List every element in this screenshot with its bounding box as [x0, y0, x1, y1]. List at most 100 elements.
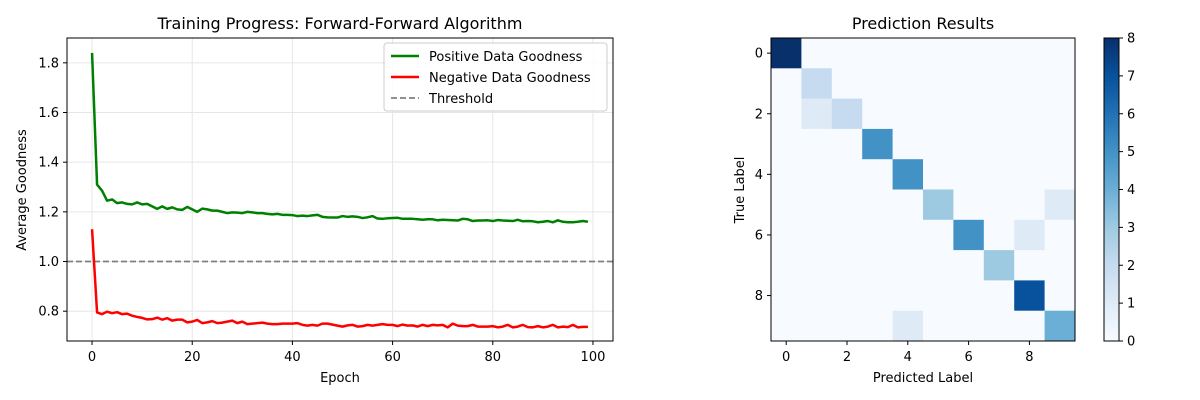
heatmap-cell [983, 68, 1015, 100]
heatmap-cell [771, 219, 802, 251]
x-tick-label: 80 [485, 350, 502, 365]
heatmap-cell [923, 98, 954, 130]
colorbar-tick-label: 8 [1127, 32, 1135, 47]
heatmap-cell [1014, 310, 1046, 342]
heatmap-cell [771, 128, 802, 160]
heatmap-cell [892, 159, 924, 190]
colorbar-tick-label: 2 [1127, 259, 1135, 274]
heatmap-y-tick-label: 8 [755, 289, 763, 304]
line-chart-frame [66, 37, 614, 342]
heatmap-cell [1014, 280, 1046, 312]
heatmap-cell [983, 310, 1015, 342]
heatmap-y-tick-label: 4 [755, 168, 763, 183]
heatmap-cell [831, 128, 863, 160]
heatmap-cell [771, 280, 802, 312]
heatmap-cell [831, 38, 863, 69]
line-chart-x-ticks: 0 20 40 60 80 100 [88, 341, 605, 365]
series-line-positive [90, 52, 589, 224]
heatmap-cell [1014, 189, 1046, 221]
heatmap-xlabel: Predicted Label [873, 371, 973, 386]
heatmap-cell [1044, 219, 1076, 251]
colorbar-tick-label: 3 [1127, 221, 1135, 236]
line-chart-panel: Training Progress: Forward-Forward Algor… [15, 14, 614, 386]
heatmap-cell [983, 189, 1015, 221]
heatmap-x-tick-label: 0 [782, 350, 790, 365]
heatmap-y-tick-label: 6 [755, 228, 763, 243]
heatmap-cell [1044, 310, 1076, 342]
colorbar-tick-label: 6 [1127, 107, 1135, 122]
heatmap-cell [1044, 250, 1076, 281]
heatmap-cell [923, 250, 954, 281]
heatmap-cell [953, 38, 985, 69]
heatmap-cell [862, 310, 894, 342]
heatmap-cell [923, 219, 954, 251]
heatmap-cell [1044, 280, 1076, 312]
heatmap-cell [983, 98, 1015, 130]
heatmap-cell [801, 310, 833, 342]
heatmap-cell [771, 159, 802, 190]
heatmap-cell [831, 159, 863, 190]
heatmap-cell [801, 38, 833, 69]
heatmap-cell [771, 68, 802, 100]
heatmap-cell [953, 189, 985, 221]
heatmap-cell [831, 280, 863, 312]
line-chart-ylabel: Average Goodness [15, 129, 30, 251]
heatmap-cell [862, 98, 894, 130]
heatmap-cell [923, 68, 954, 100]
heatmap-cell [831, 219, 863, 251]
heatmap-cell [1014, 250, 1046, 281]
heatmap-cell [953, 98, 985, 130]
line-chart-legend: Positive Data Goodness Negative Data Goo… [383, 42, 608, 112]
heatmap-cell [953, 128, 985, 160]
heatmap-cell [923, 310, 954, 342]
legend-label-positive: Positive Data Goodness [429, 50, 583, 65]
colorbar-tick-label: 0 [1127, 335, 1135, 350]
heatmap-frame [770, 37, 1076, 342]
heatmap-y-ticks: 0 2 4 6 8 [755, 47, 771, 304]
heatmap-cell [862, 189, 894, 221]
line-chart-title: Training Progress: Forward-Forward Algor… [157, 14, 523, 33]
heatmap-cell [801, 128, 833, 160]
heatmap-y-tick-label: 2 [755, 107, 763, 122]
heatmap-cell [1014, 38, 1046, 69]
line-chart-series [90, 52, 589, 329]
heatmap-cell [862, 128, 894, 160]
y-tick-label: 0.8 [38, 305, 59, 320]
y-tick-label: 1.0 [38, 255, 59, 270]
heatmap-cell [862, 159, 894, 190]
heatmap-cell [831, 310, 863, 342]
heatmap-cell [831, 250, 863, 281]
heatmap-cell [953, 280, 985, 312]
heatmap-cells [771, 38, 1076, 342]
heatmap-cell [923, 280, 954, 312]
x-tick-label: 20 [184, 350, 201, 365]
heatmap-cell [953, 310, 985, 342]
heatmap-cell [892, 219, 924, 251]
heatmap-cell [801, 280, 833, 312]
heatmap-cell [1044, 128, 1076, 160]
y-tick-label: 1.2 [38, 205, 59, 220]
heatmap-cell [801, 250, 833, 281]
heatmap-cell [862, 68, 894, 100]
x-tick-label: 40 [284, 350, 301, 365]
heatmap-cell [801, 219, 833, 251]
heatmap-cell [983, 219, 1015, 251]
heatmap-cell [892, 280, 924, 312]
heatmap-cell [892, 68, 924, 100]
heatmap-cell [831, 98, 863, 130]
heatmap-cell [953, 250, 985, 281]
heatmap-ylabel: True Label [733, 157, 748, 225]
y-tick-label: 1.4 [38, 156, 59, 171]
heatmap-cell [892, 128, 924, 160]
heatmap-cell [771, 98, 802, 130]
heatmap-cell [1044, 189, 1076, 221]
heatmap-cell [953, 159, 985, 190]
heatmap-cell [892, 310, 924, 342]
heatmap-cell [923, 38, 954, 69]
heatmap-cell [923, 128, 954, 160]
heatmap-cell [1014, 68, 1046, 100]
heatmap-cell [831, 68, 863, 100]
heatmap-x-tick-label: 8 [1025, 350, 1033, 365]
heatmap-cell [801, 159, 833, 190]
